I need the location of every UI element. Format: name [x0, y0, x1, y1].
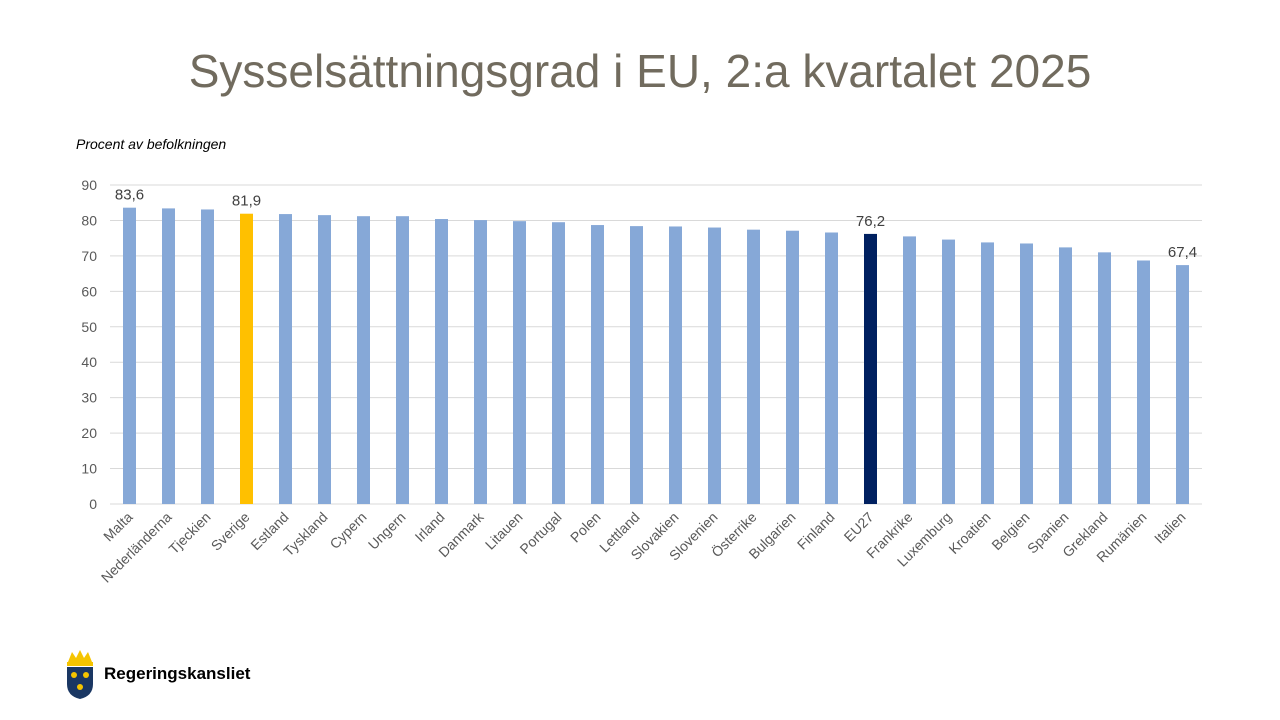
bar: [1137, 260, 1150, 504]
y-tick-label: 60: [81, 283, 97, 299]
x-tick-label: EU27: [841, 509, 877, 545]
y-tick-label: 0: [89, 496, 97, 512]
bar: [591, 225, 604, 504]
bar: [786, 230, 799, 504]
bar-chart: 0 10 20 30 40 50 60 70 80 90 Malta 83,6 Nederländern…: [81, 177, 1202, 586]
bar: [903, 236, 916, 504]
data-label: 83,6: [115, 187, 144, 204]
x-tick-label: Tjeckien: [165, 509, 213, 557]
bar: [201, 209, 214, 504]
logo: Regeringskansliet: [64, 648, 250, 700]
y-tick-label: 50: [81, 319, 97, 335]
x-tick-label: Sverige: [208, 509, 253, 554]
bar: [708, 227, 721, 505]
x-tick-label: Portugal: [516, 509, 564, 557]
x-tick-label: Kroatien: [945, 509, 993, 557]
x-tick-label: Ungern: [365, 509, 409, 553]
bar: [279, 214, 292, 504]
x-tick-label: Finland: [794, 509, 838, 553]
bar: [474, 220, 487, 504]
bar: [1098, 252, 1111, 504]
bar: [435, 219, 448, 504]
bar: [942, 239, 955, 504]
data-label: 81,9: [232, 193, 261, 210]
x-tick-label: Malta: [100, 509, 136, 545]
logo-text: Regeringskansliet: [104, 664, 251, 683]
x-tick-label: Cypern: [326, 509, 369, 552]
bar: [1176, 265, 1189, 504]
bar: [396, 216, 409, 505]
y-axis-label: Procent av befolkningen: [76, 136, 227, 152]
bar: [513, 221, 526, 505]
bar: [669, 226, 682, 504]
x-tick-label: Italien: [1151, 509, 1189, 547]
x-tick-label: Nederländerna: [98, 509, 175, 586]
bar: [240, 213, 253, 504]
y-tick-label: 70: [81, 248, 97, 264]
bar: [123, 207, 136, 504]
data-label: 76,2: [856, 213, 885, 230]
crown-shield-icon: [67, 650, 93, 699]
y-tick-label: 30: [81, 390, 97, 406]
x-tick-label: Irland: [412, 509, 448, 545]
bar: [864, 233, 877, 504]
bar: [357, 216, 370, 505]
bar: [162, 208, 175, 505]
bar: [981, 242, 994, 505]
y-tick-label: 90: [81, 177, 97, 193]
y-tick-label: 10: [81, 461, 97, 477]
bar: [747, 229, 760, 504]
y-tick-label: 20: [81, 425, 97, 441]
y-tick-label: 40: [81, 354, 97, 370]
bar: [1059, 247, 1072, 505]
y-tick-label: 80: [81, 212, 97, 228]
bar: [630, 226, 643, 505]
data-label: 67,4: [1168, 244, 1197, 261]
x-tick-label: Polen: [567, 509, 604, 546]
bar: [318, 215, 331, 504]
bar: [825, 232, 838, 505]
bar: [552, 222, 565, 504]
chart-title: Sysselsättningsgrad i EU, 2:a kvartalet …: [188, 45, 1092, 97]
bar: [1020, 243, 1033, 504]
